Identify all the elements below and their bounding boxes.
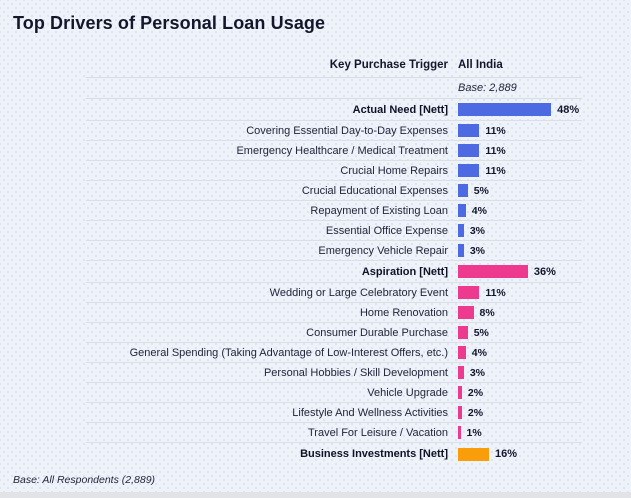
row-label: General Spending (Taking Advantage of Lo… xyxy=(129,346,448,359)
table-row: Essential Office Expense 3% xyxy=(86,221,582,241)
row-value: 16% xyxy=(495,448,518,460)
table-row: Aspiration [Nett] 36% xyxy=(86,261,582,283)
row-label: Covering Essential Day-to-Day Expenses xyxy=(246,124,448,137)
row-value: 3% xyxy=(469,366,485,379)
table-row: Vehicle Upgrade 2% xyxy=(86,383,582,403)
chart-header-row: Key Purchase Trigger All India xyxy=(86,52,582,78)
row-label: Emergency Vehicle Repair xyxy=(318,244,448,257)
row-value: 5% xyxy=(473,326,489,339)
column-header-all-india: All India xyxy=(458,58,503,71)
value-bar xyxy=(458,204,466,217)
value-bar xyxy=(458,386,462,399)
row-label: Emergency Healthcare / Medical Treatment xyxy=(236,144,448,157)
value-bar xyxy=(458,306,474,319)
table-row: Business Investments [Nett] 16% xyxy=(86,443,582,465)
table-row: Lifestyle And Wellness Activities 2% xyxy=(86,403,582,423)
value-bar xyxy=(458,144,480,157)
footer-base-note: Base: All Respondents (2,889) xyxy=(13,474,156,486)
value-bar xyxy=(458,426,461,439)
value-bar xyxy=(458,326,468,339)
value-bar xyxy=(458,124,480,137)
table-row: Wedding or Large Celebratory Event 11% xyxy=(86,283,582,303)
table-row: Crucial Home Repairs 11% xyxy=(86,161,582,181)
row-value: 11% xyxy=(485,164,506,177)
value-bar xyxy=(458,447,490,461)
value-bar xyxy=(458,366,464,379)
value-bar xyxy=(458,103,552,116)
column-header-trigger: Key Purchase Trigger xyxy=(329,58,448,71)
value-bar xyxy=(458,244,464,257)
row-label: Wedding or Large Celebratory Event xyxy=(269,286,448,299)
row-label: Home Renovation xyxy=(359,306,448,319)
loan-usage-chart: Key Purchase Trigger All India Base: 2,8… xyxy=(86,52,582,465)
table-row: Repayment of Existing Loan 4% xyxy=(86,201,582,221)
base-note-row: Base: 2,889 xyxy=(86,78,582,99)
row-value: 11% xyxy=(485,124,506,137)
bottom-edge-strip xyxy=(0,492,631,498)
value-bar xyxy=(458,224,464,237)
row-value: 8% xyxy=(479,306,495,319)
table-row: Travel For Leisure / Vacation 1% xyxy=(86,423,582,443)
row-label: Actual Need [Nett] xyxy=(352,103,448,116)
value-bar xyxy=(458,265,528,278)
row-value: 4% xyxy=(471,346,487,359)
value-bar xyxy=(458,286,480,299)
row-label: Crucial Home Repairs xyxy=(340,164,448,177)
table-row: Covering Essential Day-to-Day Expenses 1… xyxy=(86,121,582,141)
row-value: 36% xyxy=(533,265,556,278)
row-label: Lifestyle And Wellness Activities xyxy=(292,406,448,419)
value-bar xyxy=(458,346,466,359)
row-label: Travel For Leisure / Vacation xyxy=(307,426,448,439)
row-label: Vehicle Upgrade xyxy=(367,386,448,399)
table-row: Crucial Educational Expenses 5% xyxy=(86,181,582,201)
row-value: 2% xyxy=(467,406,484,419)
row-value: 3% xyxy=(469,224,485,237)
row-label: Consumer Durable Purchase xyxy=(306,326,448,339)
value-bar xyxy=(458,164,480,177)
row-label: Repayment of Existing Loan xyxy=(310,204,448,217)
row-value: 3% xyxy=(469,244,485,257)
row-label: Essential Office Expense xyxy=(325,224,448,237)
table-row: Personal Hobbies / Skill Development 3% xyxy=(86,363,582,383)
table-row: Home Renovation 8% xyxy=(86,303,582,323)
table-row: Consumer Durable Purchase 5% xyxy=(86,323,582,343)
row-value: 2% xyxy=(467,386,484,399)
row-value: 48% xyxy=(557,103,580,116)
value-bar xyxy=(458,184,468,197)
table-row: Emergency Vehicle Repair 3% xyxy=(86,241,582,261)
row-label: Aspiration [Nett] xyxy=(361,265,448,278)
row-value: 4% xyxy=(471,204,487,217)
row-value: 11% xyxy=(485,144,506,157)
page-title: Top Drivers of Personal Loan Usage xyxy=(13,13,326,33)
value-bar xyxy=(458,406,462,419)
row-label: Personal Hobbies / Skill Development xyxy=(263,366,448,379)
row-label: Business Investments [Nett] xyxy=(300,448,448,460)
table-row: Actual Need [Nett] 48% xyxy=(86,99,582,121)
row-value: 11% xyxy=(485,286,506,299)
table-row: Emergency Healthcare / Medical Treatment… xyxy=(86,141,582,161)
row-label: Crucial Educational Expenses xyxy=(301,184,448,197)
table-row: General Spending (Taking Advantage of Lo… xyxy=(86,343,582,363)
rows: Actual Need [Nett] 48% Covering Essentia… xyxy=(86,99,582,465)
row-value: 1% xyxy=(466,426,482,439)
row-value: 5% xyxy=(473,184,489,197)
base-note: Base: 2,889 xyxy=(458,82,517,94)
